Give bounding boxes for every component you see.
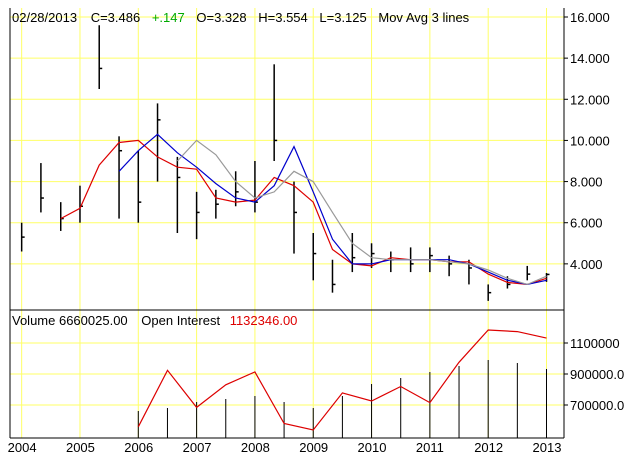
vol-tick-label-700000.0: 700000.0 [570, 398, 624, 413]
header-close: C=3.486 [91, 10, 141, 25]
x-tick-label-2008: 2008 [241, 440, 270, 455]
x-tick-label-2012: 2012 [474, 440, 503, 455]
y-tick-label-16.000: 16.000 [570, 10, 610, 25]
moving-average-lines [60, 133, 547, 286]
x-tick-label-2013: 2013 [533, 440, 562, 455]
x-tick-label-2006: 2006 [124, 440, 153, 455]
moving-average-line-3 [176, 139, 547, 286]
header-open: O=3.328 [196, 10, 246, 25]
y-tick-label-10.000: 10.000 [570, 133, 610, 148]
open-interest-label: Open Interest [141, 313, 220, 328]
header-change: +.147 [152, 10, 185, 25]
volume-header-line: Volume 6660025.00 Open Interest 1132346.… [12, 313, 297, 328]
moving-average-line-1 [60, 139, 547, 286]
x-tick-labels: 2004 2005 2006 2007 2008 2009 2010 2011 2012 2013 [8, 440, 562, 455]
y-tick-label-12.000: 12.000 [570, 92, 610, 107]
x-tick-label-2007: 2007 [183, 440, 212, 455]
x-tick-label-2011: 2011 [416, 440, 444, 455]
open-interest-line [137, 329, 547, 431]
vol-tick-label-900000.0: 900000.0 [570, 367, 624, 382]
y-tick-label-4.000: 4.000 [570, 257, 603, 272]
header-high: H=3.554 [258, 10, 308, 25]
x-tick-label-2010: 2010 [358, 440, 387, 455]
header-indicator: Mov Avg 3 lines [378, 10, 469, 25]
y-tick-labels: 4.000 6.000 8.000 10.000 12.000 14.000 16.000 7… [564, 10, 624, 413]
volume-label: Volume 6660025.00 [12, 313, 128, 328]
moving-average-line-2 [118, 133, 547, 286]
header-low: L=3.125 [319, 10, 366, 25]
header-date: 02/28/2013 [12, 10, 77, 25]
vol-tick-label-1100000: 1100000 [570, 336, 620, 351]
open-interest-path [137, 329, 547, 431]
volume-bars [137, 360, 548, 438]
y-tick-label-6.000: 6.000 [570, 216, 603, 231]
price-bars [20, 25, 550, 301]
x-tick-label-2005: 2005 [66, 440, 95, 455]
header-line: 02/28/2013 C=3.486 +.147 O=3.328 H=3.554… [12, 10, 470, 25]
open-interest-value: 1132346.00 [230, 313, 298, 328]
y-tick-label-8.000: 8.000 [570, 175, 603, 190]
x-tick-label-2004: 2004 [8, 440, 37, 455]
y-tick-label-14.000: 14.000 [570, 51, 610, 66]
grid-lines [10, 8, 564, 438]
x-tick-label-2009: 2009 [299, 440, 328, 455]
